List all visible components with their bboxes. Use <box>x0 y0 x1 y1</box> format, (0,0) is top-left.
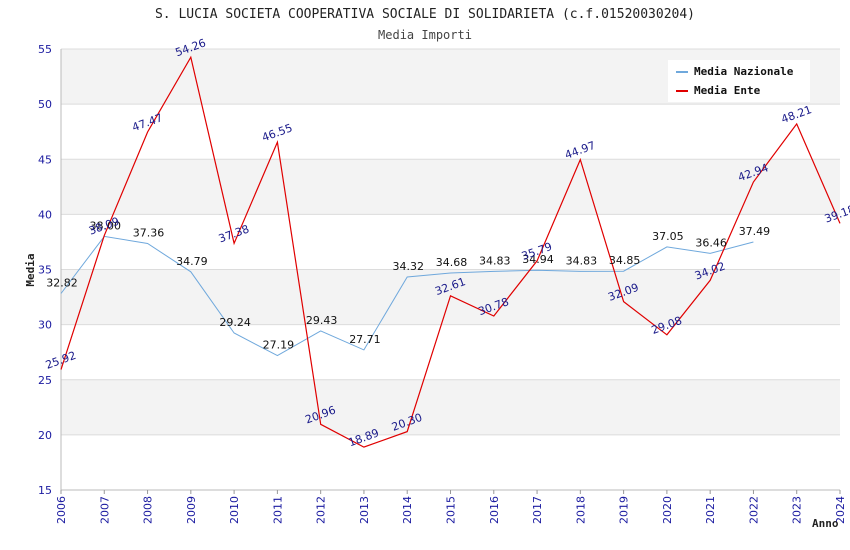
data-label-nazionale: 29.24 <box>219 316 251 329</box>
series-lines <box>60 55 841 448</box>
data-label-nazionale: 37.05 <box>652 230 684 243</box>
legend-label-ente: Media Ente <box>694 84 761 97</box>
x-tick-label: 2019 <box>618 496 631 524</box>
data-label-nazionale: 27.19 <box>263 339 295 352</box>
data-label-nazionale: 37.36 <box>133 226 165 239</box>
x-tick-label: 2017 <box>531 496 544 524</box>
series-line-ente <box>60 55 841 448</box>
x-tick-labels: 2006 2007 2008 2009 2010 2011 2012 2013 2014 2015… <box>55 490 847 524</box>
x-tick-label: 2011 <box>271 496 284 524</box>
data-label-nazionale: 37.49 <box>739 225 771 238</box>
x-tick-label: 2022 <box>747 496 760 524</box>
grid-band <box>61 379 840 435</box>
data-label-nazionale: 38.00 <box>90 219 122 232</box>
y-tick-label: 45 <box>38 153 52 166</box>
x-axis-label: Anno <box>812 517 839 530</box>
legend-box <box>668 60 810 102</box>
y-tick-label: 35 <box>38 264 52 277</box>
chart-subtitle: Media Importi <box>378 28 472 42</box>
x-tick-label: 2008 <box>142 496 155 524</box>
data-label-nazionale: 27.71 <box>349 333 381 346</box>
data-label-nazionale: 34.85 <box>609 254 641 267</box>
data-label-nazionale: 36.46 <box>695 236 727 249</box>
grid-bands <box>61 49 840 490</box>
chart-title: S. LUCIA SOCIETA COOPERATIVA SOCIALE DI … <box>155 7 695 22</box>
grid-band <box>61 324 840 380</box>
x-tick-label: 2016 <box>488 496 501 524</box>
y-tick-label: 20 <box>38 429 52 442</box>
x-tick-label: 2023 <box>791 496 804 524</box>
y-tick-label: 40 <box>38 208 52 221</box>
legend: Media Nazionale Media Ente <box>668 60 810 102</box>
data-label-nazionale: 34.94 <box>522 253 554 266</box>
x-tick-label: 2020 <box>661 496 674 524</box>
series-line-nazionale <box>60 235 754 357</box>
data-label-nazionale: 34.68 <box>436 256 468 269</box>
legend-label-nazionale: Media Nazionale <box>694 65 794 78</box>
grid-band <box>61 159 840 215</box>
x-tick-label: 2009 <box>185 496 198 524</box>
y-tick-label: 55 <box>38 43 52 56</box>
x-tick-label: 2013 <box>358 496 371 524</box>
y-tick-label: 25 <box>38 374 52 387</box>
x-tick-label: 2007 <box>98 496 111 524</box>
x-tick-label: 2015 <box>445 496 458 524</box>
data-label-nazionale: 29.43 <box>306 314 338 327</box>
y-tick-label: 30 <box>38 319 52 332</box>
x-tick-label: 2024 <box>834 496 847 524</box>
y-tick-label: 50 <box>38 98 52 111</box>
data-label-nazionale: 34.32 <box>392 260 424 273</box>
grid-band <box>61 434 840 490</box>
data-label-nazionale: 34.83 <box>479 254 511 267</box>
x-tick-label: 2010 <box>228 496 241 524</box>
grid-band <box>61 104 840 160</box>
y-axis-label: Media <box>24 253 37 286</box>
data-label-nazionale: 34.79 <box>176 255 208 268</box>
x-tick-label: 2021 <box>704 496 717 524</box>
x-tick-label: 2012 <box>315 496 328 524</box>
grid-band <box>61 214 840 270</box>
x-tick-label: 2018 <box>574 496 587 524</box>
x-tick-label: 2014 <box>401 496 414 524</box>
x-tick-label: 2006 <box>55 496 68 524</box>
data-label-nazionale: 32.82 <box>46 277 78 290</box>
y-tick-labels: 15 20 25 30 35 40 45 50 55 <box>38 43 52 497</box>
y-tick-label: 15 <box>38 484 52 497</box>
data-label-nazionale: 34.83 <box>566 254 598 267</box>
